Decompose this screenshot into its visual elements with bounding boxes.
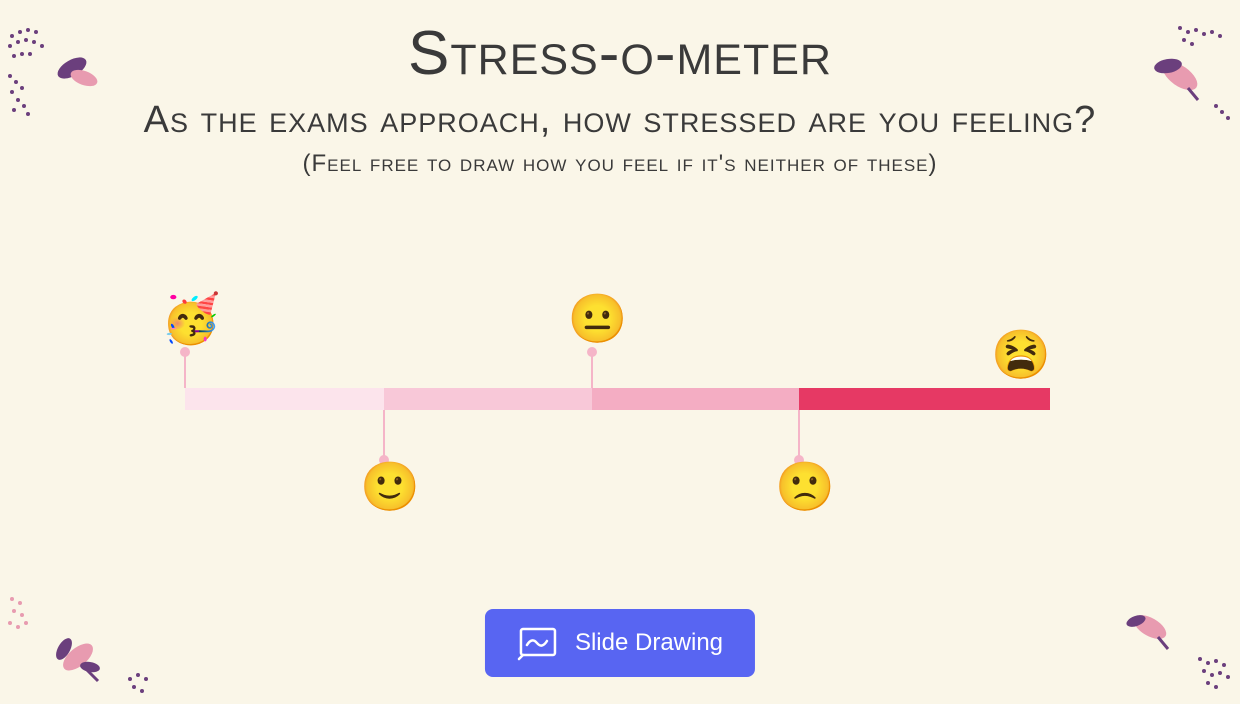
meter-segment <box>185 388 384 410</box>
page-subtitle: As the exams approach, how stressed are … <box>0 99 1240 142</box>
meter-emoji: 😐 <box>568 296 628 344</box>
stress-meter <box>185 388 1050 410</box>
corner-decoration-tr <box>1080 18 1240 138</box>
meter-emoji: 😫 <box>991 332 1051 380</box>
corner-decoration-br <box>1080 579 1240 699</box>
meter-emoji: 🙂 <box>360 464 420 512</box>
meter-connector-dot <box>587 347 597 357</box>
meter-connector <box>798 410 800 460</box>
meter-emoji: 🙁 <box>775 464 835 512</box>
meter-connector <box>591 352 593 388</box>
drawing-icon <box>517 625 559 661</box>
page-note: (Feel free to draw how you feel if it's … <box>0 150 1240 178</box>
meter-segment <box>384 388 592 410</box>
meter-segment <box>592 388 800 410</box>
meter-connector <box>383 410 385 460</box>
meter-connector-dot <box>180 347 190 357</box>
corner-decoration-bl <box>0 579 160 699</box>
slide-drawing-button[interactable]: Slide Drawing <box>485 609 755 677</box>
page-title: Stress-o-meter <box>0 18 1240 89</box>
meter-segment <box>799 388 1050 410</box>
button-label: Slide Drawing <box>575 629 723 657</box>
meter-emoji: 🥳 <box>161 296 221 344</box>
corner-decoration-tl <box>0 18 160 138</box>
meter-connector <box>184 352 186 388</box>
